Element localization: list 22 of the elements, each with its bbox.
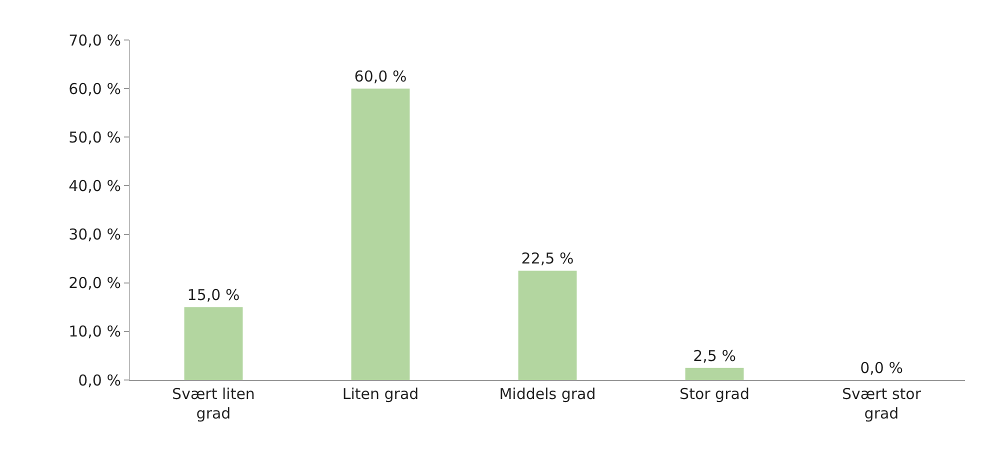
x-tick-label: Svært liten grad xyxy=(172,385,255,422)
bar xyxy=(351,88,410,380)
y-tick-label: 70,0 % xyxy=(68,31,121,50)
x-tick-label: Liten grad xyxy=(342,385,419,403)
data-label: 60,0 % xyxy=(354,68,407,86)
y-tick-label: 20,0 % xyxy=(68,274,121,292)
bar xyxy=(685,368,744,380)
x-tick-label: Svært stor grad xyxy=(842,385,922,422)
data-label: 22,5 % xyxy=(521,250,574,268)
data-label: 0,0 % xyxy=(860,359,903,377)
y-tick-label: 10,0 % xyxy=(68,322,121,341)
y-tick-label: 30,0 % xyxy=(68,226,121,244)
y-tick-label: 0,0 % xyxy=(78,371,121,390)
bar xyxy=(184,307,243,380)
y-tick-label: 40,0 % xyxy=(68,176,121,195)
y-tick-label: 60,0 % xyxy=(68,80,121,98)
data-label: 2,5 % xyxy=(693,346,736,365)
bar xyxy=(518,270,577,380)
x-tick-label: Middels grad xyxy=(499,385,596,403)
data-label: 15,0 % xyxy=(187,286,240,304)
y-tick-label: 50,0 % xyxy=(68,128,121,146)
x-tick-label: Stor grad xyxy=(680,385,750,403)
